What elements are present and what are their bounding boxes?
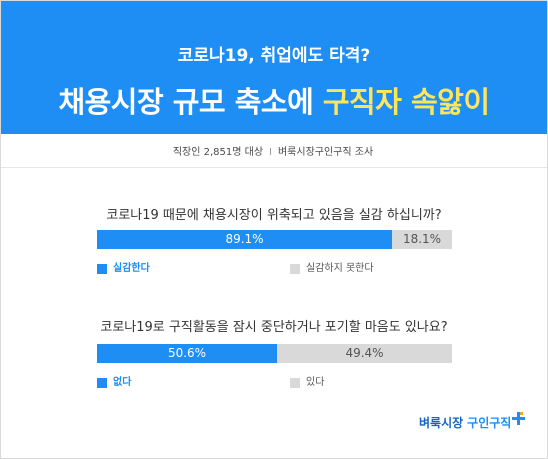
- title-highlight: 구직자 속앓이: [322, 85, 490, 119]
- survey-meta: 직장인 2,851명 대상 I 벼룩시장구인구직 조사: [0, 143, 546, 158]
- legend-1-yes-swatch: [97, 263, 107, 274]
- legend-1-no-text: 실감하지 못한다: [306, 263, 374, 274]
- logo-part-2: 구인구직: [467, 416, 512, 430]
- bar-2-yes-segment: 50.6%: [97, 344, 277, 363]
- bar-2-no-segment: 49.4%: [277, 344, 452, 363]
- plus-sparkle-icon: [512, 412, 526, 425]
- legend-1-no: 실감하지 못한다: [290, 263, 374, 274]
- page-title: 채용시장 규모 축소에 구직자 속앓이: [1, 79, 547, 121]
- header-banner: 코로나19, 취업에도 타격? 채용시장 규모 축소에 구직자 속앓이: [1, 1, 547, 134]
- legend-2-yes: 없다: [97, 377, 131, 388]
- bar-1-no-segment: 18.1%: [392, 230, 452, 249]
- bar-1-yes-label: 89.1%: [225, 232, 264, 246]
- title-main: 채용시장 규모 축소에: [58, 85, 323, 119]
- bar-1-no-label: 18.1%: [402, 232, 442, 246]
- legend-2-no: 있다: [290, 377, 324, 388]
- question-2: 코로나19로 구직활동을 잠시 중단하거나 포기할 마음도 있나요?: [100, 320, 448, 335]
- legend-1-no-swatch: [290, 263, 300, 274]
- legend-2-no-text: 있다: [306, 377, 325, 388]
- bar-1: 89.1% 18.1%: [97, 230, 452, 249]
- bar-2: 50.6% 49.4%: [97, 344, 452, 363]
- legend-2-yes-swatch: [97, 377, 107, 388]
- legend-2-no-swatch: [290, 377, 300, 388]
- bar-1-yes-segment: 89.1%: [97, 230, 392, 249]
- legend-1-yes: 실감한다: [97, 263, 150, 274]
- meta-separator: I: [269, 147, 272, 158]
- subtitle: 코로나19, 취업에도 타격?: [177, 46, 371, 66]
- question-1: 코로나19 때문에 채용시장이 위축되고 있음을 실감 하십니까?: [106, 208, 442, 223]
- bar-2-no-label: 49.4%: [345, 346, 384, 360]
- legend-2-yes-text: 없다: [113, 377, 132, 388]
- divider: [1, 167, 547, 168]
- brand-logo: 벼룩시장 구인구직: [419, 412, 526, 431]
- survey-source: 벼룩시장구인구직 조사: [277, 147, 374, 158]
- bar-2-yes-label: 50.6%: [167, 346, 207, 360]
- sample-size: 직장인 2,851명 대상: [172, 147, 264, 158]
- legend-1-yes-text: 실감한다: [113, 263, 150, 274]
- logo-part-1: 벼룩시장: [419, 416, 464, 430]
